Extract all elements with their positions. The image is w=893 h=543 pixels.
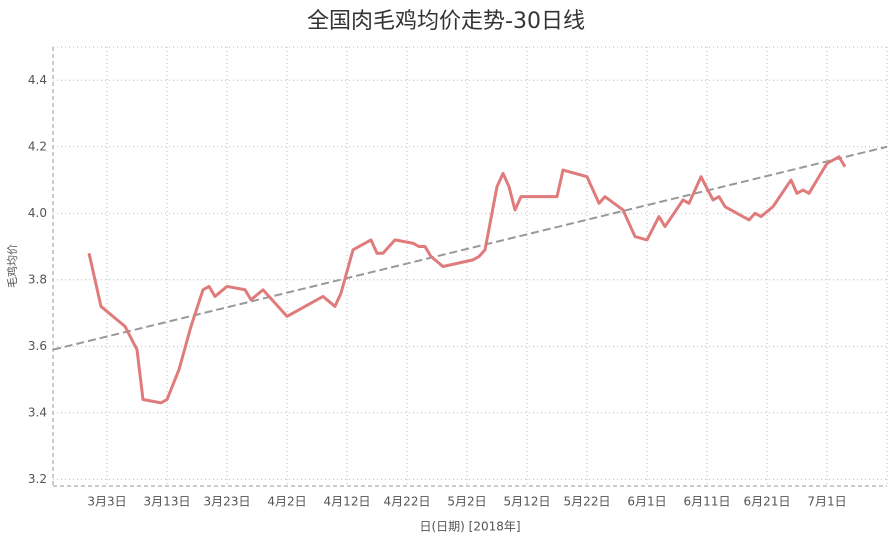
- x-tick-label: 6月11日: [684, 495, 731, 509]
- x-tick-label: 3月3日: [87, 495, 126, 509]
- y-tick-label: 4.4: [28, 73, 47, 87]
- x-tick-label: 7月1日: [807, 495, 846, 509]
- y-tick-label: 4.2: [28, 139, 47, 153]
- y-tick-label: 4.0: [28, 206, 47, 220]
- x-tick-label: 4月22日: [384, 495, 431, 509]
- x-tick-label: 5月12日: [504, 495, 551, 509]
- y-tick-label: 3.2: [28, 472, 47, 486]
- x-tick-label: 5月2日: [447, 495, 486, 509]
- x-tick-label: 4月12日: [324, 495, 371, 509]
- x-tick-label: 3月13日: [144, 495, 191, 509]
- y-tick-label: 3.6: [28, 339, 47, 353]
- x-tick-label: 3月23日: [204, 495, 251, 509]
- trend-line: [52, 145, 888, 351]
- x-tick-label: 4月2日: [267, 495, 306, 509]
- x-tick-label: 5月22日: [564, 495, 611, 509]
- y-tick-label: 3.4: [28, 405, 47, 419]
- x-axis-label: 日(日期) [2018年]: [419, 520, 520, 534]
- y-tick-label: 3.8: [28, 272, 47, 286]
- x-tick-label: 6月1日: [627, 495, 666, 509]
- x-tick-label: 6月21日: [744, 495, 791, 509]
- data-line: [87, 155, 847, 405]
- chart-title: 全国肉毛鸡均价走势-30日线: [307, 9, 585, 34]
- y-axis-label: 毛鸡均价: [5, 244, 19, 288]
